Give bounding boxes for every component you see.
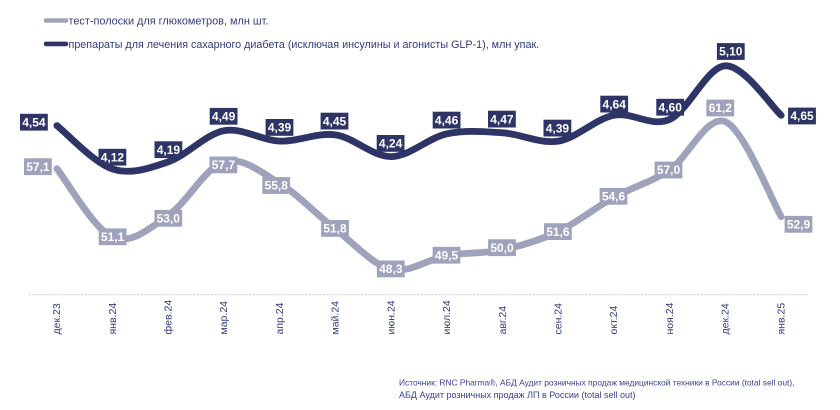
svg-text:50,0: 50,0 xyxy=(490,241,514,255)
svg-text:янв.24: янв.24 xyxy=(107,303,119,335)
svg-text:55,8: 55,8 xyxy=(265,179,289,193)
svg-text:52,9: 52,9 xyxy=(787,218,811,232)
svg-text:июн.24: июн.24 xyxy=(385,300,397,334)
svg-text:тест-полоски для глюкометров,: тест-полоски для глюкометров, млн шт. xyxy=(69,16,269,28)
svg-text:фев.24: фев.24 xyxy=(163,300,175,335)
svg-text:53,0: 53,0 xyxy=(157,212,181,226)
svg-text:апр.24: апр.24 xyxy=(274,302,286,334)
svg-text:АБД Аудит розничных продаж ЛП: АБД Аудит розничных продаж ЛП в России (… xyxy=(399,390,635,400)
svg-text:61,2: 61,2 xyxy=(709,101,733,115)
svg-text:4,12: 4,12 xyxy=(101,150,125,164)
svg-text:июл.24: июл.24 xyxy=(441,300,453,334)
svg-text:авг.24: авг.24 xyxy=(497,306,509,335)
svg-text:4,54: 4,54 xyxy=(22,115,46,129)
svg-text:57,0: 57,0 xyxy=(657,163,681,177)
svg-text:4,39: 4,39 xyxy=(268,121,292,135)
svg-text:49,5: 49,5 xyxy=(435,248,459,262)
svg-text:4,64: 4,64 xyxy=(603,97,627,111)
svg-text:4,46: 4,46 xyxy=(435,113,459,127)
svg-text:сен.24: сен.24 xyxy=(553,303,565,335)
svg-text:ноя.24: ноя.24 xyxy=(664,302,676,334)
svg-text:дек.23: дек.23 xyxy=(51,303,63,334)
svg-text:4,24: 4,24 xyxy=(379,137,403,151)
svg-text:4,47: 4,47 xyxy=(490,112,514,126)
svg-text:51,6: 51,6 xyxy=(546,225,570,239)
svg-text:Источник: RNC Pharma®, АБД Ауд: Источник: RNC Pharma®, АБД Аудит розничн… xyxy=(399,378,794,388)
svg-text:4,39: 4,39 xyxy=(546,121,570,135)
svg-text:янв.25: янв.25 xyxy=(775,303,787,335)
svg-text:май.24: май.24 xyxy=(330,301,342,335)
svg-text:мар.24: мар.24 xyxy=(218,301,230,335)
svg-text:4,49: 4,49 xyxy=(212,110,236,124)
svg-text:4,60: 4,60 xyxy=(659,100,683,114)
svg-text:4,45: 4,45 xyxy=(323,114,347,128)
svg-text:57,1: 57,1 xyxy=(26,160,50,174)
svg-text:дек.24: дек.24 xyxy=(720,303,732,334)
svg-text:51,8: 51,8 xyxy=(323,222,347,236)
svg-text:4,65: 4,65 xyxy=(790,109,814,123)
svg-text:5,10: 5,10 xyxy=(719,45,743,59)
svg-text:57,7: 57,7 xyxy=(212,158,236,172)
svg-text:51,1: 51,1 xyxy=(101,230,125,244)
svg-text:54,6: 54,6 xyxy=(602,190,626,204)
svg-text:препараты для лечения сахарног: препараты для лечения сахарного диабета … xyxy=(69,39,540,51)
svg-text:4,19: 4,19 xyxy=(157,143,181,157)
svg-text:окт.24: окт.24 xyxy=(608,306,620,335)
svg-text:48,3: 48,3 xyxy=(379,262,403,276)
